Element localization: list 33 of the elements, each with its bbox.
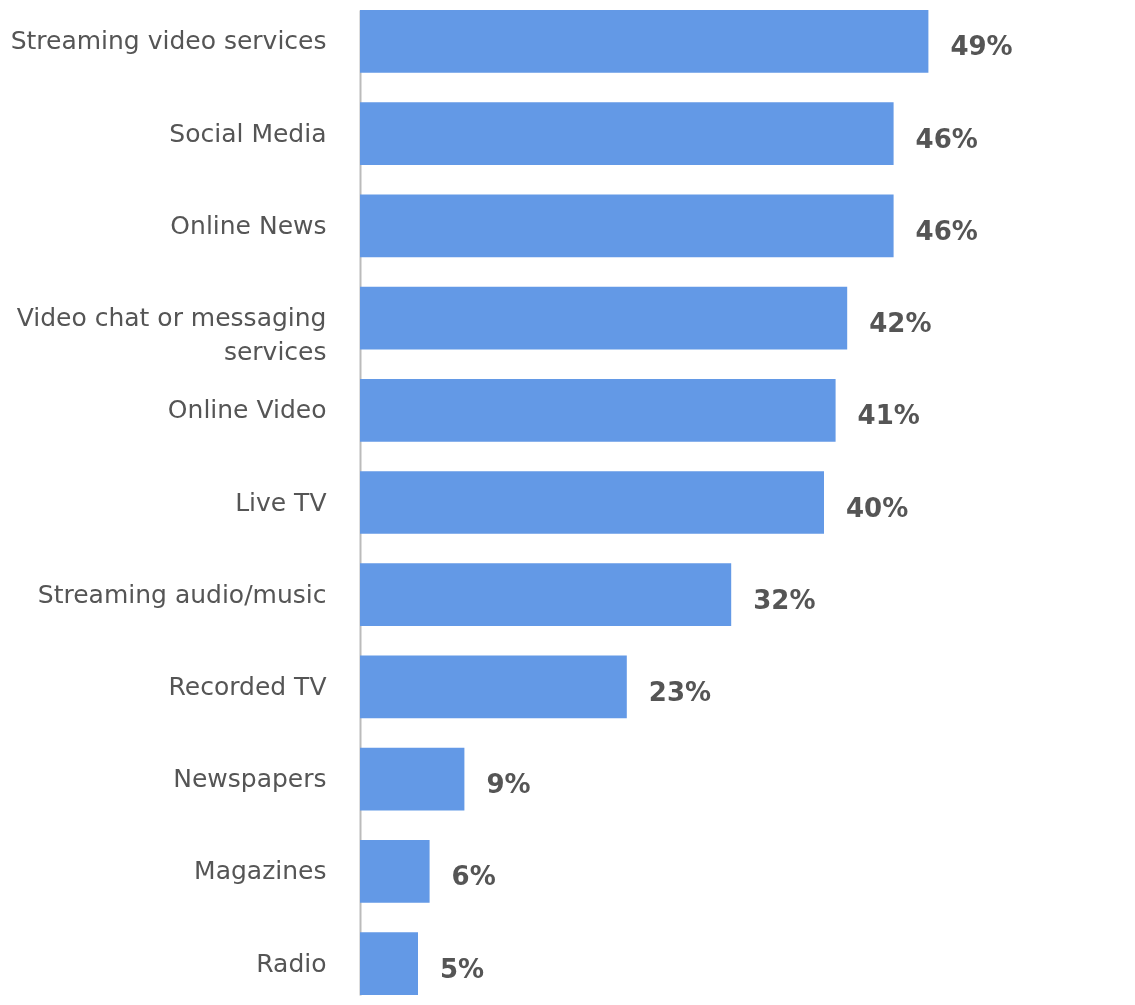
bar xyxy=(360,194,894,258)
data-label: 32% xyxy=(753,584,816,615)
data-label: 40% xyxy=(846,492,909,523)
data-label: 9% xyxy=(486,769,531,800)
y-tick-label: Magazines xyxy=(194,856,327,886)
data-label: 42% xyxy=(869,308,932,339)
y-tick-label: Video chat or messaging services xyxy=(16,303,327,367)
y-tick-label: Social Media xyxy=(169,118,327,148)
y-tick-label: Recorded TV xyxy=(168,671,327,701)
data-label: 41% xyxy=(857,400,920,431)
bar xyxy=(360,378,836,442)
data-label: 6% xyxy=(451,861,496,892)
bar xyxy=(360,286,848,350)
bar xyxy=(360,655,627,719)
data-label: 46% xyxy=(915,123,978,154)
y-tick-label: Radio xyxy=(256,948,327,978)
y-tick-label: Online Video xyxy=(167,395,327,425)
y-tick-label: Streaming audio/music xyxy=(37,579,327,609)
data-label: 46% xyxy=(915,215,978,246)
y-tick-label: Online News xyxy=(170,210,327,240)
y-tick-label: Live TV xyxy=(235,487,327,517)
bar xyxy=(360,932,418,995)
y-tick-label: Streaming video services xyxy=(10,26,327,56)
y-tick-label: Newspapers xyxy=(173,764,327,794)
bar xyxy=(360,471,824,534)
bar xyxy=(360,10,929,73)
bar xyxy=(360,563,732,627)
bar xyxy=(360,102,894,165)
bar xyxy=(360,747,465,811)
data-label: 5% xyxy=(440,953,485,984)
data-label: 49% xyxy=(950,31,1013,62)
bar xyxy=(360,840,430,903)
data-label: 23% xyxy=(648,676,712,707)
